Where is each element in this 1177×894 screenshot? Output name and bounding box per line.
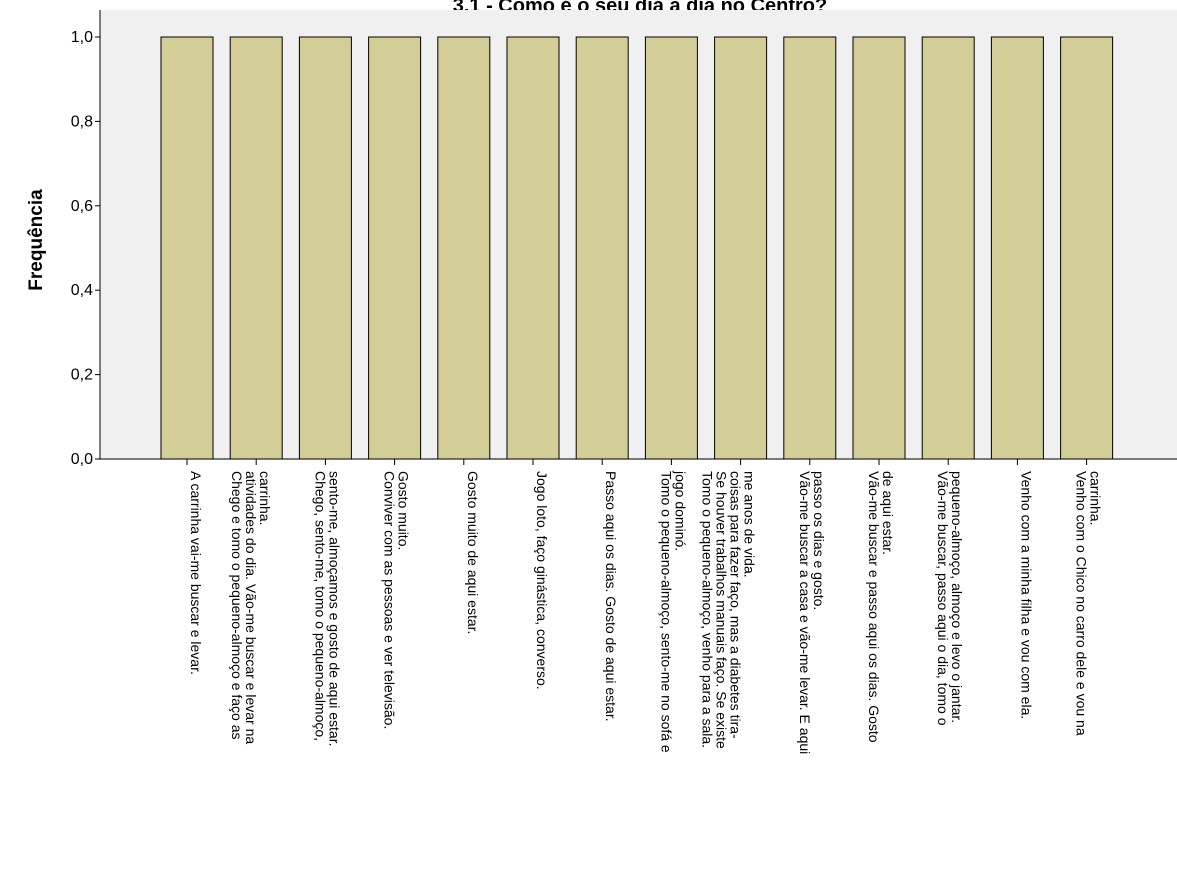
x-tick-label-line: me anos de vida. (742, 471, 758, 578)
bars (160, 36, 1114, 460)
x-tick-label: Chego, sento-me, tomo o pequeno-almoço,s… (312, 471, 342, 746)
bar (1060, 36, 1114, 460)
y-tick-label: 0,0 (71, 451, 93, 468)
x-tick-label: Vão-me buscar, passo aqui o dia, tomo op… (935, 471, 965, 726)
x-tick-label: A carrinha vai-me buscar e levar. (188, 471, 204, 675)
x-tick-label: Conviver com as pessoas e ver televisão.… (382, 471, 412, 729)
bar (368, 36, 422, 460)
bar (298, 36, 352, 460)
bar (783, 36, 837, 460)
x-tick-label: Tomo o pequeno-almoço, sento-me no sofá … (658, 470, 688, 753)
x-tick-label-line: Tomo o pequeno-almoço, sento-me no sofá … (658, 471, 674, 753)
x-tick-label-line: carrinha. (257, 471, 273, 525)
bar (644, 36, 698, 460)
x-tick-label-line: Se houver trabalhos manuais faço. Se exi… (714, 471, 730, 749)
bar (921, 36, 975, 460)
x-tick-label-line: coisas para fazer faço, mas a diabetes t… (728, 471, 744, 739)
x-tick-label-line: atividades do dia. Vão-me buscar e levar… (243, 471, 259, 744)
y-tick-label: 0,4 (71, 282, 93, 299)
x-tick-label-line: Chego e tomo o pequeno-almoço e faço as (229, 471, 245, 740)
bar (229, 36, 283, 460)
bar (506, 36, 560, 460)
x-tick-label-line: Gosto muito. (396, 471, 412, 550)
bar (990, 36, 1044, 460)
x-tick-label: Gosto muito de aqui estar. (465, 471, 481, 634)
y-tick-label: 0,8 (71, 113, 93, 130)
y-axis: 0,0 0,2 0,4 0,6 0,8 1,0 (71, 10, 101, 468)
x-tick-label-line: Jogo loto, faço ginástica, converso. (534, 471, 550, 690)
bar (437, 36, 491, 460)
x-tick-label-line: A carrinha vai-me buscar e levar. (188, 471, 204, 675)
x-tick-label: Vão-me buscar e passo aqui os dias. Gost… (866, 471, 896, 743)
x-tick-label: Vão-me buscar a casa e vão-me levar. E a… (797, 471, 827, 754)
bar (160, 36, 214, 460)
x-tick-label-line: Gosto muito de aqui estar. (465, 471, 481, 634)
x-tick-label: Venho com a minha filha e vou com ela. (1018, 471, 1034, 719)
x-tick-label-line: sento-me, almoçamos e gosto de aqui esta… (326, 471, 342, 746)
x-tick-label-line: pequeno-almoço, almoço e levo o jantar. (949, 471, 965, 723)
x-tick-label: Chego e tomo o pequeno-almoço e faço asa… (229, 471, 273, 744)
x-tick-label: Jogo loto, faço ginástica, converso. (534, 471, 550, 690)
x-tick-label-line: passo os dias e gosto. (811, 471, 827, 610)
x-tick-label-line: Conviver com as pessoas e ver televisão. (382, 471, 398, 729)
x-tick-label-line: Chego, sento-me, tomo o pequeno-almoço, (312, 471, 328, 741)
x-tick-label-line: carrinha. (1088, 471, 1104, 525)
bar (714, 36, 768, 460)
y-tick-label: 0,2 (71, 367, 93, 384)
x-tick-label: Tomo o pequeno-almoço, venho para a sala… (700, 471, 758, 749)
x-tick-label-line: Vão-me buscar a casa e vão-me levar. E a… (797, 471, 813, 754)
x-tick-label-line: jogo dominó. (672, 470, 688, 551)
y-tick-label: 1,0 (71, 29, 93, 46)
x-tick-label: Passo aqui os dias. Gosto de aqui estar. (603, 471, 619, 722)
y-tick-label: 0,6 (71, 198, 93, 215)
x-axis: A carrinha vai-me buscar e levar. Chego e… (100, 458, 1177, 754)
x-tick-label-line: Vão-me buscar e passo aqui os dias. Gost… (866, 471, 882, 743)
x-tick-label-line: de aqui estar. (880, 471, 896, 555)
x-tick-label-line: Venho com o Chico no carro dele e vou na (1074, 471, 1090, 736)
x-tick-label-line: Vão-me buscar, passo aqui o dia, tomo o (935, 471, 951, 726)
y-axis-label: Frequência (26, 189, 47, 291)
x-tick-label-line: Tomo o pequeno-almoço, venho para a sala… (700, 471, 716, 748)
x-tick-label-line: Venho com a minha filha e vou com ela. (1018, 471, 1034, 719)
x-tick-label-line: Passo aqui os dias. Gosto de aqui estar. (603, 471, 619, 722)
x-tick-label: Venho com o Chico no carro dele e vou na… (1074, 471, 1104, 736)
bar (575, 36, 629, 460)
bar (852, 36, 906, 460)
